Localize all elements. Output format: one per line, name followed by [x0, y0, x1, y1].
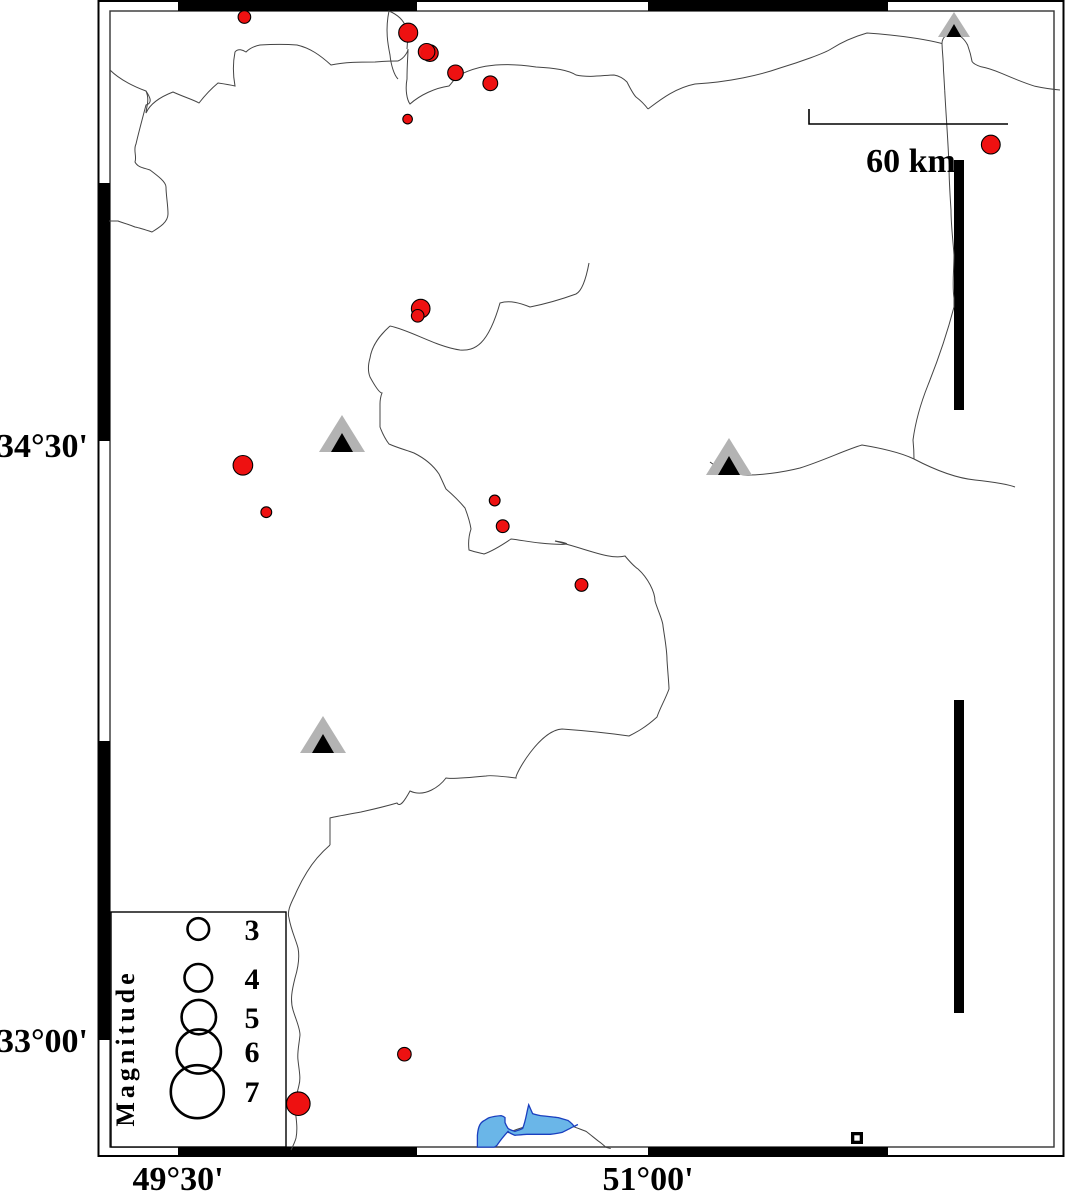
svg-text:51°00': 51°00' [602, 1161, 693, 1196]
svg-text:7: 7 [245, 1076, 260, 1109]
svg-text:60 km: 60 km [866, 143, 956, 180]
svg-text:4: 4 [245, 963, 260, 996]
svg-text:49°30': 49°30' [132, 1161, 223, 1196]
svg-text:5: 5 [245, 1002, 260, 1035]
svg-text:Magnitude: Magnitude [111, 969, 140, 1126]
svg-text:6: 6 [245, 1036, 260, 1069]
svg-text:33°00': 33°00' [0, 1023, 88, 1060]
svg-text:34°30': 34°30' [0, 428, 88, 465]
svg-text:3: 3 [245, 914, 260, 947]
